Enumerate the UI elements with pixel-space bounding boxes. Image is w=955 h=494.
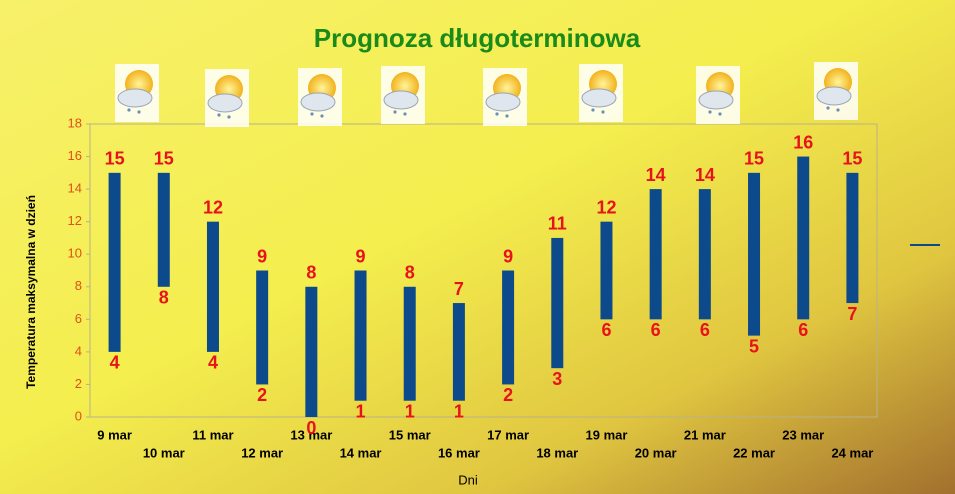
range-bar	[403, 286, 416, 401]
x-tick-label: 10 mar	[143, 445, 185, 460]
y-tick-label: 12	[68, 213, 82, 228]
y-tick-label: 10	[68, 246, 82, 261]
y-tick-label: 0	[75, 408, 82, 423]
y-tick-label: 8	[75, 278, 82, 293]
low-label: 1	[356, 401, 366, 421]
y-axis-title: Temperatura maksymalna w dzień	[24, 195, 38, 389]
x-tick-label: 21 mar	[684, 427, 726, 442]
low-label: 1	[454, 401, 464, 421]
x-tick-label: 24 mar	[831, 445, 873, 460]
low-label: 1	[405, 401, 415, 421]
range-bar	[846, 172, 859, 304]
range-bar	[354, 270, 367, 401]
x-axis-title: Dni	[458, 472, 478, 487]
range-bar	[698, 189, 711, 320]
high-label: 9	[503, 246, 513, 266]
high-label: 14	[695, 165, 715, 185]
low-label: 6	[601, 320, 611, 340]
range-bar	[256, 270, 269, 385]
high-label: 15	[744, 149, 764, 169]
high-label: 14	[646, 165, 666, 185]
high-label: 12	[203, 197, 223, 217]
range-bar	[452, 303, 465, 401]
range-bar	[600, 221, 613, 320]
low-label: 3	[552, 369, 562, 389]
x-tick-label: 19 mar	[586, 427, 628, 442]
x-tick-label: 22 mar	[733, 445, 775, 460]
x-tick-label: 12 mar	[241, 445, 283, 460]
low-label: 8	[159, 288, 169, 308]
range-bar	[157, 172, 170, 287]
low-label: 2	[503, 385, 513, 405]
low-label: 4	[208, 353, 218, 373]
range-bar	[206, 221, 219, 352]
x-tick-label: 9 mar	[97, 427, 132, 442]
x-tick-label: 23 mar	[782, 427, 824, 442]
low-label: 6	[651, 320, 661, 340]
range-bar	[305, 286, 318, 417]
y-tick-label: 14	[68, 181, 82, 196]
low-label: 7	[847, 304, 857, 324]
x-tick-label: 15 mar	[389, 427, 431, 442]
chart-title: Prognoza długoterminowa	[314, 23, 641, 53]
high-label: 8	[306, 263, 316, 283]
y-tick-label: 18	[68, 115, 82, 130]
high-label: 9	[257, 246, 267, 266]
high-label: 16	[793, 132, 813, 152]
low-label: 2	[257, 385, 267, 405]
x-tick-label: 11 mar	[192, 427, 233, 442]
x-tick-label: 13 mar	[290, 427, 332, 442]
y-tick-label: 16	[68, 148, 82, 163]
x-tick-label: 20 mar	[635, 445, 677, 460]
high-label: 15	[154, 149, 174, 169]
range-bar	[108, 172, 121, 352]
high-label: 12	[596, 197, 616, 217]
range-bar	[748, 172, 761, 336]
range-bar	[797, 156, 810, 320]
high-label: 7	[454, 279, 464, 299]
x-tick-label: 18 mar	[536, 445, 578, 460]
high-label: 15	[105, 149, 125, 169]
high-label: 15	[842, 149, 862, 169]
y-tick-label: 4	[75, 343, 82, 358]
range-bar	[649, 189, 662, 320]
high-label: 9	[356, 246, 366, 266]
x-tick-label: 17 mar	[487, 427, 529, 442]
high-label: 11	[548, 214, 567, 234]
x-tick-label: 14 mar	[340, 445, 382, 460]
range-bar	[551, 237, 564, 369]
range-bar	[502, 270, 515, 385]
x-tick-label: 16 mar	[438, 445, 480, 460]
y-tick-label: 2	[75, 376, 82, 391]
low-label: 0	[306, 418, 316, 438]
low-label: 6	[700, 320, 710, 340]
high-label: 8	[405, 263, 415, 283]
low-label: 6	[798, 320, 808, 340]
low-label: 4	[110, 353, 120, 373]
low-label: 5	[749, 336, 759, 356]
y-tick-label: 6	[75, 311, 82, 326]
